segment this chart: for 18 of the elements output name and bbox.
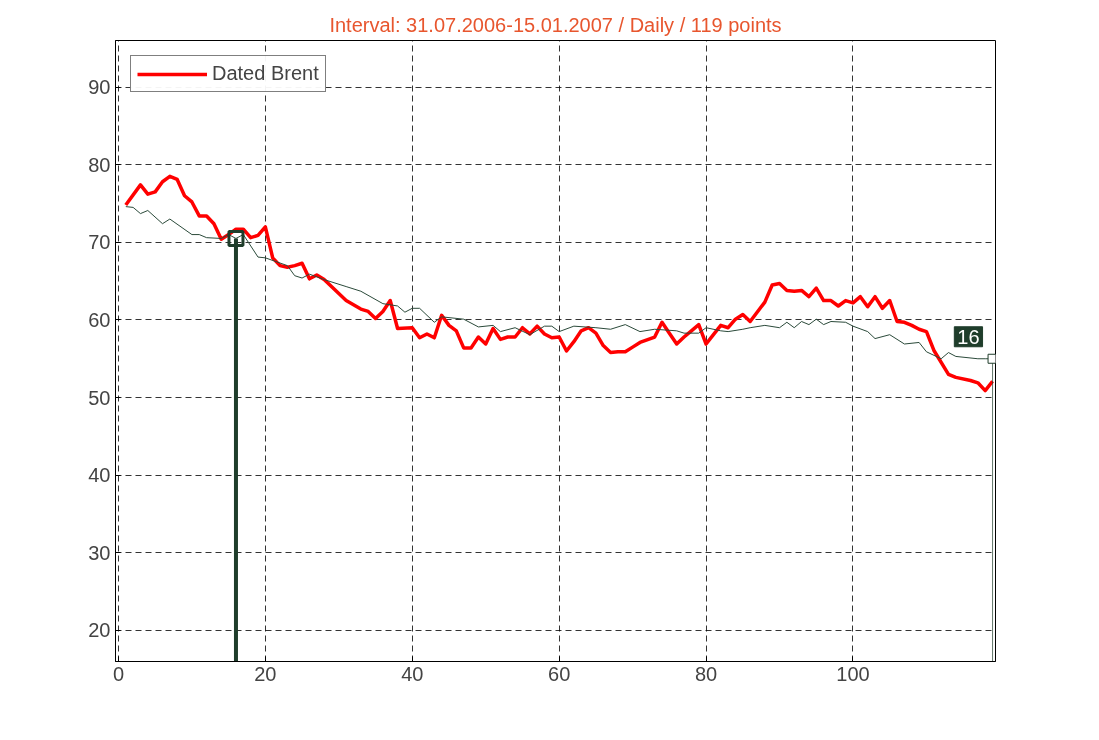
- y-tick-label: 50: [88, 386, 111, 409]
- y-tick-label: 60: [88, 308, 111, 331]
- y-tick-label: 80: [88, 153, 111, 176]
- y-tick-label: 70: [88, 231, 111, 254]
- x-tick-label: 40: [401, 662, 424, 685]
- chart-title: Interval: 31.07.2006-15.01.2007 / Daily / 119 points: [329, 13, 782, 36]
- x-tick-label: 80: [694, 662, 718, 685]
- x-tick-label: 100: [836, 662, 870, 685]
- x-tick-label: 60: [548, 662, 571, 685]
- line-series: [124, 174, 995, 393]
- y-tick-label: 20: [88, 619, 111, 642]
- x-tick-label: 20: [254, 662, 277, 685]
- x-tick-label: 0: [112, 662, 124, 685]
- y-tick-label: 90: [88, 76, 111, 99]
- legend-label: Dated Brent: [212, 62, 319, 85]
- y-tick-label: 40: [88, 464, 111, 487]
- annotation: 16: [957, 325, 980, 348]
- y-tick-label: 30: [88, 541, 111, 564]
